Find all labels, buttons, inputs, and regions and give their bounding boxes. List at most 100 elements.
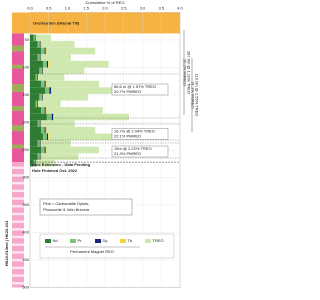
x-tick-label: 0.5 (46, 6, 52, 11)
y-tick-label: 100 (22, 65, 29, 70)
legend-label: Tb (128, 238, 133, 243)
bar-segment (46, 133, 48, 141)
extension-strip (12, 251, 24, 254)
side-interval-label: 20.2% PMREO (182, 59, 187, 86)
bar-segment (33, 34, 35, 42)
bar-segment (30, 107, 42, 114)
legend-label: Pr (78, 238, 83, 243)
bar-segment (37, 140, 40, 147)
bar-segment (46, 126, 96, 134)
interval-label: 22.1% PMREO (114, 134, 141, 139)
lithology-box (39, 198, 133, 216)
bar-segment (45, 107, 47, 114)
bar-segment (43, 93, 89, 101)
bar-segment (39, 93, 42, 101)
bar-segment (30, 133, 44, 141)
bar-segment (46, 47, 96, 55)
bar-segment (42, 67, 43, 75)
legend-swatch (120, 239, 126, 243)
bar-segment (48, 133, 113, 141)
bar-segment (39, 120, 41, 127)
bar-segment (48, 133, 49, 141)
extension-strip (12, 228, 24, 231)
bar-segment (41, 80, 45, 88)
bar-segment (45, 87, 50, 94)
legend-swatch (70, 239, 76, 243)
extension-strip (12, 189, 24, 193)
bar-segment (30, 67, 40, 75)
y-tick-label: 250 (22, 147, 29, 152)
alteration-strip (12, 84, 24, 92)
bar-segment (46, 60, 48, 68)
bar-segment (54, 113, 129, 121)
x-tick-label: 3.5 (158, 6, 164, 11)
bar-segment (35, 74, 38, 81)
bar-segment (39, 140, 41, 147)
extension-strip (12, 243, 24, 246)
interval-label: 15m @ 2.22% TREO (114, 146, 152, 151)
legend-caption: Permanent Magnet REO (70, 249, 114, 254)
bar-segment (39, 67, 42, 75)
bar-segment (45, 47, 47, 55)
lithology-text: Phoscorite & Vein Breccia (43, 207, 90, 212)
bar-segment (36, 34, 51, 42)
bar-segment (30, 120, 38, 127)
extension-strip (12, 212, 24, 216)
bar-segment (36, 159, 55, 167)
extension-strip (12, 220, 24, 223)
bar-segment (39, 54, 41, 61)
bar-segment (30, 93, 40, 101)
bar-segment (30, 100, 36, 108)
hole-note: Hole Extension - Data Pending (32, 162, 91, 167)
extension-strip (12, 258, 24, 262)
bar-segment (30, 113, 47, 121)
x-tick-label: 4.0 (177, 6, 183, 11)
extension-strip (12, 174, 24, 177)
extension-strip (12, 282, 24, 285)
bar-segment (44, 47, 46, 55)
bar-segment (53, 113, 54, 121)
bar-segment (37, 54, 40, 61)
side-interval-label: 287.6m @ 1.10% TREO (186, 51, 191, 94)
bar-segment (43, 67, 85, 75)
bar-segment (45, 80, 47, 88)
bar-segment (38, 100, 61, 108)
alteration-strip (12, 144, 24, 149)
bar-segment (44, 126, 46, 134)
interval-label: 20.7% PMREO (114, 89, 141, 94)
bar-segment (30, 153, 38, 160)
interval-box (111, 83, 169, 96)
bar-segment (39, 41, 41, 48)
bar-segment (43, 60, 47, 68)
extension-column (12, 162, 24, 288)
legend-label: TREO (153, 238, 164, 243)
overburden-label: Overburden (Glacial Till) (33, 21, 80, 26)
bar-segment (40, 140, 71, 147)
bar-segment (49, 87, 51, 94)
bar-segment (34, 34, 36, 42)
bar-segment (30, 54, 38, 61)
bar-segment (40, 153, 79, 160)
bar-segment (44, 146, 46, 154)
extension-strip (12, 181, 24, 185)
bar-segment (43, 133, 47, 141)
bar-segment (38, 74, 65, 81)
bar-segment (51, 113, 54, 121)
legend-swatch (145, 239, 151, 243)
extension-strip (12, 266, 24, 270)
legend-label: Dy (103, 238, 108, 243)
lithology-column (12, 33, 24, 163)
bar-segment (45, 126, 47, 134)
bar-segment (46, 80, 99, 88)
bar-segment (30, 47, 42, 55)
bar-segment (30, 159, 34, 167)
bar-segment (44, 80, 46, 88)
bar-segment (30, 34, 34, 42)
extension-strip (12, 235, 24, 239)
legend-swatch (95, 239, 101, 243)
x-tick-label: 3.0 (140, 6, 146, 11)
bar-segment (30, 60, 44, 68)
y-tick-label: 350 (22, 202, 29, 207)
hole-id: HK22-013ext | HK22-013 (4, 220, 9, 266)
legend-swatch (45, 239, 51, 243)
